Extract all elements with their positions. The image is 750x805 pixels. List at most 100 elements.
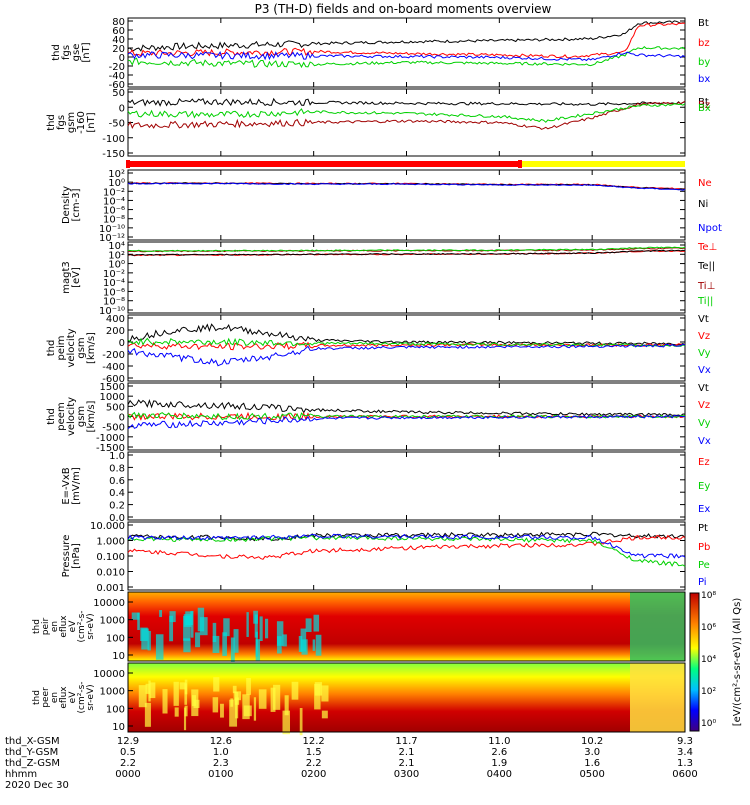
y-tick-label: 10² [108, 250, 125, 261]
y-label-line: thd [46, 114, 57, 131]
legend-entry: Bz [698, 100, 710, 111]
y-tick-label: 10000 [93, 669, 125, 680]
y-label-line: gse [71, 44, 82, 62]
legend-entry: Ti|| [697, 296, 713, 307]
series-line-Bx [127, 103, 686, 123]
spectrogram-patch [148, 680, 151, 702]
y-label-line: fgs [61, 45, 72, 60]
orbit-row-value: 0200 [301, 769, 326, 780]
spectrogram-patch [242, 694, 250, 720]
y-tick-label: 10.000 [90, 521, 125, 532]
legend-entry: Bt [698, 18, 709, 29]
y-axis-label: Density [cm-3] [61, 186, 82, 224]
legend-entry: by [698, 57, 710, 68]
y-label-line: velocity [66, 328, 77, 367]
y-label-line: eV [68, 620, 78, 633]
y-tick-label: -150 [102, 149, 125, 160]
orbit-row-value: 1.3 [677, 758, 693, 769]
spectrogram-end-region [630, 592, 685, 661]
y-axis-label: thd peir en eflux eV (cm²-s-sr-eV) [32, 610, 96, 642]
spectrogram-fill [128, 663, 685, 732]
orbit-row-value: 0100 [208, 769, 233, 780]
y-tick-label: 0.8 [109, 463, 125, 474]
y-label-line: eflux [59, 615, 69, 638]
y-tick-label: 10⁻² [103, 269, 125, 280]
y-tick-label: 10⁻⁸ [103, 215, 125, 226]
y-tick-label: 10⁴ [108, 241, 125, 252]
y-label-line: E=-VxB [61, 467, 72, 504]
orbit-row-value: 2.2 [306, 758, 322, 769]
y-tick-label: 10⁻⁸ [103, 297, 125, 308]
y-tick-label: 10 [112, 722, 125, 733]
y-label-line: [nT] [86, 112, 97, 132]
spectrogram-patch [183, 638, 191, 653]
spectrogram-patch [145, 683, 150, 694]
colorbar-tick-label: 10⁶ [701, 623, 716, 633]
legend-entry: Te⊥ [697, 242, 717, 253]
spectrogram-patch [230, 698, 234, 707]
y-label-line: en [50, 692, 60, 703]
y-tick-label: 0 [119, 338, 125, 349]
series-line-Vx [127, 343, 686, 367]
spectrogram-patch [183, 707, 187, 731]
y-label-line: [eV] [71, 267, 82, 288]
y-tick-label: 10 [112, 651, 125, 662]
spectrogram-patch [179, 682, 186, 690]
colorbar-gradient [689, 592, 700, 732]
spectrogram-patch [273, 684, 281, 710]
spectrogram-patch [199, 617, 208, 636]
colorbar-tick-label: 10⁴ [701, 655, 716, 665]
y-tick-label: 0.001 [96, 583, 125, 594]
spectrogram-patch [131, 612, 140, 620]
y-tick-label: 0.6 [109, 476, 125, 487]
y-tick-label: -50 [109, 119, 125, 130]
spectrogram-patch [315, 634, 322, 656]
spectrogram-patch [144, 702, 151, 727]
y-tick-label: 20 [112, 44, 125, 55]
legend-entry: Vx [698, 436, 711, 447]
spectrogram-patch [291, 681, 299, 700]
colorbar: 10⁸ 10⁶ 10⁴ 10² 10⁰ [eV/(cm²-s-sr-eV)] (All Q… [689, 591, 743, 732]
colorbar-label-group: [eV/(cm²-s-sr-eV)] (All Qs) [732, 598, 743, 727]
series-line-Vt [127, 398, 686, 417]
y-tick-label: 0.100 [96, 552, 125, 563]
y-label-line: [nPa] [71, 543, 82, 569]
y-label-line: Pressure [61, 535, 72, 578]
y-tick-label: 0.010 [96, 568, 125, 579]
y-axis-label: magt3 [eV] [61, 261, 82, 294]
legend-entry: bz [698, 38, 710, 49]
y-label-line: [mV/m] [71, 467, 82, 505]
legend-entry: Ey [698, 481, 710, 492]
orbit-row-name: thd_X-GSM [5, 736, 60, 747]
spectrogram-patch [169, 611, 176, 623]
y-tick-label: 0.4 [109, 488, 125, 499]
spectrogram-patch [312, 639, 316, 651]
orbit-row-value: 2.2 [120, 758, 136, 769]
y-label-line: peem [56, 402, 67, 430]
orbit-row-value: 2.6 [491, 747, 507, 758]
orbit-row-value: 0.5 [120, 747, 136, 758]
y-tick-label: 1500 [100, 382, 125, 393]
spectrogram-peir: 10000 1000 100 10 thd peir en eflux eV (cm²-s-sr-… [32, 591, 686, 662]
series-line-Vy [127, 337, 686, 347]
series-line-Pi [127, 533, 686, 559]
y-tick-label: -40 [109, 71, 125, 82]
y-tick-label: -1000 [96, 433, 125, 444]
series-line-Vz [127, 341, 685, 351]
series-line-Pt [127, 531, 686, 542]
orbit-row-value: 1.9 [491, 758, 507, 769]
spectrogram-patch [184, 705, 188, 717]
orbit-row-value: 9.3 [677, 736, 693, 747]
y-label-line: magt3 [61, 261, 72, 294]
series-line-bx [127, 50, 686, 62]
y-tick-label: 50 [112, 88, 125, 99]
y-tick-label: 10⁻⁴ [103, 196, 125, 207]
spectrogram-patch [301, 639, 308, 655]
y-tick-label: 10⁻² [103, 187, 125, 198]
orbit-row-value: 12.2 [303, 736, 325, 747]
y-label-line: sr-eV) [86, 613, 96, 639]
spectrogram-patch [253, 610, 258, 624]
